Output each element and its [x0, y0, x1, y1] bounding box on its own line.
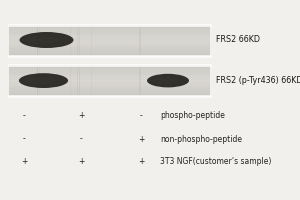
- Bar: [9, 47, 210, 48]
- Bar: [9, 67, 210, 68]
- Text: -: -: [22, 134, 26, 144]
- Bar: [9, 31, 210, 33]
- Bar: [9, 34, 210, 36]
- Bar: [9, 77, 210, 79]
- Text: +: +: [138, 158, 144, 166]
- Bar: [9, 80, 210, 82]
- Ellipse shape: [20, 32, 74, 48]
- Bar: [9, 79, 210, 80]
- Bar: [9, 28, 210, 30]
- Bar: [9, 27, 210, 28]
- Bar: [9, 90, 210, 91]
- Text: 3T3 NGF(customer’s sample): 3T3 NGF(customer’s sample): [160, 158, 272, 166]
- Bar: [9, 36, 210, 37]
- Bar: [9, 70, 210, 71]
- Text: FRS2 (p-Tyr436) 66KD: FRS2 (p-Tyr436) 66KD: [216, 76, 300, 85]
- Bar: [9, 48, 210, 50]
- Bar: [9, 76, 210, 77]
- Bar: [9, 87, 210, 88]
- Ellipse shape: [147, 74, 189, 87]
- Bar: [9, 88, 210, 90]
- Text: FRS2 66KD: FRS2 66KD: [216, 36, 260, 45]
- Bar: [9, 30, 210, 31]
- Bar: [9, 94, 210, 96]
- Bar: [9, 65, 210, 67]
- Bar: [9, 25, 210, 56]
- Text: +: +: [138, 134, 144, 144]
- Bar: [9, 25, 210, 27]
- Ellipse shape: [25, 77, 55, 85]
- Ellipse shape: [26, 36, 58, 44]
- Text: non-phospho-peptide: non-phospho-peptide: [160, 134, 242, 144]
- Text: -: -: [80, 134, 82, 144]
- Text: +: +: [78, 112, 84, 120]
- Bar: [9, 44, 210, 45]
- Bar: [9, 45, 210, 47]
- Bar: [9, 53, 210, 54]
- Bar: [9, 65, 210, 96]
- Bar: [9, 75, 210, 86]
- Bar: [9, 91, 210, 93]
- Bar: [9, 51, 210, 53]
- Bar: [9, 35, 210, 46]
- Ellipse shape: [19, 73, 68, 88]
- Text: +: +: [78, 158, 84, 166]
- Bar: [9, 68, 210, 70]
- Text: +: +: [21, 158, 27, 166]
- Ellipse shape: [152, 77, 178, 84]
- Bar: [9, 73, 210, 74]
- Text: phospho-peptide: phospho-peptide: [160, 112, 225, 120]
- Bar: [9, 85, 210, 87]
- Bar: [9, 42, 210, 44]
- Bar: [9, 54, 210, 56]
- Bar: [9, 40, 210, 42]
- Bar: [9, 39, 210, 40]
- Text: -: -: [22, 112, 26, 120]
- Bar: [9, 93, 210, 94]
- Text: -: -: [140, 112, 142, 120]
- Bar: [9, 71, 210, 73]
- Bar: [9, 37, 210, 39]
- Bar: [9, 74, 210, 76]
- Bar: [9, 33, 210, 34]
- Bar: [9, 84, 210, 85]
- Bar: [9, 50, 210, 51]
- Bar: [9, 82, 210, 84]
